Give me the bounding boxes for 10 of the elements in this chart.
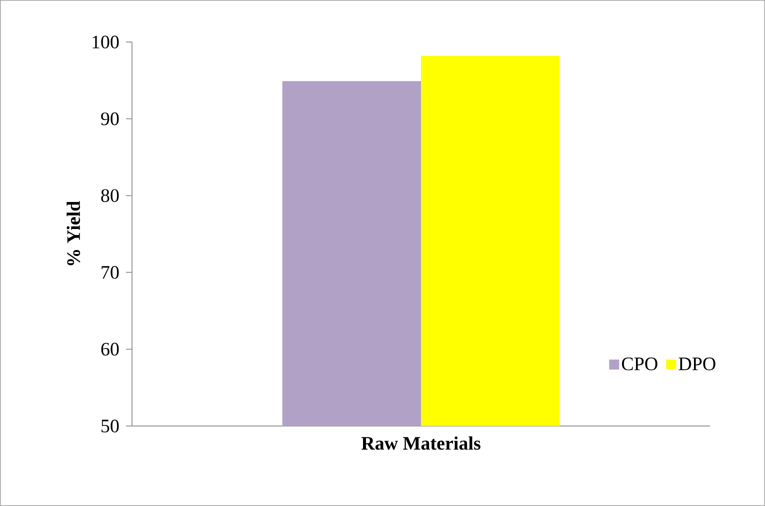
y-tick-label: 60	[101, 342, 119, 356]
legend-label: DPO	[678, 358, 716, 370]
legend-label: CPO	[622, 358, 658, 370]
y-tick-label: 70	[102, 266, 119, 279]
y-tick-label: 100	[92, 36, 119, 48]
y-axis-title: % Yield	[66, 201, 80, 266]
y-tick-label: 50	[102, 420, 119, 432]
x-axis-title: Raw Materials	[361, 436, 480, 450]
y-tick-label: 90	[101, 112, 119, 126]
y-tick-label: 80	[101, 189, 119, 202]
